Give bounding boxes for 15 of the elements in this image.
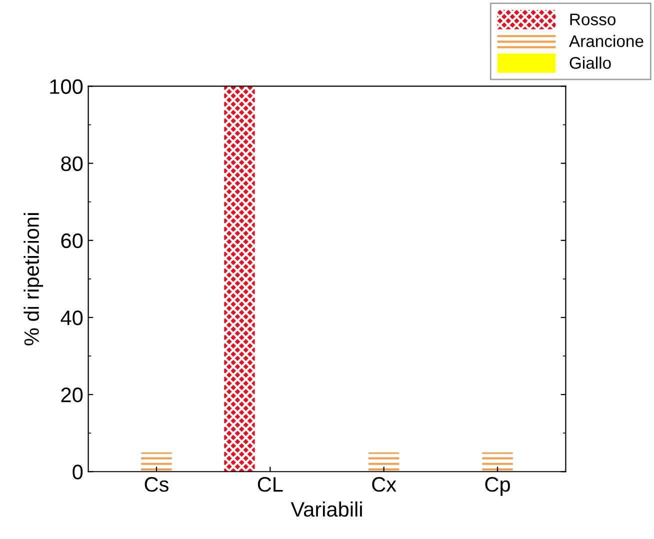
y-tick-label: 20 <box>61 388 83 402</box>
legend-label: Rosso <box>570 14 616 26</box>
legend-label: Giallo <box>570 56 611 69</box>
y-axis-title: % di ripetizioni <box>24 213 44 346</box>
y-tick-label: 0 <box>72 464 83 480</box>
x-tick-label: Cs <box>144 477 168 492</box>
x-tick-label: Cx <box>372 477 396 492</box>
y-tick-label: 80 <box>61 156 83 172</box>
x-tick-label: CL <box>258 477 283 492</box>
y-tick-label: 60 <box>61 233 83 248</box>
x-tick-label: Cp <box>485 477 510 496</box>
legend-label: Arancione <box>568 34 644 48</box>
y-tick-label: 100 <box>50 79 83 94</box>
y-tick-label: 40 <box>60 310 83 326</box>
x-axis-title: Variabili <box>290 501 362 517</box>
